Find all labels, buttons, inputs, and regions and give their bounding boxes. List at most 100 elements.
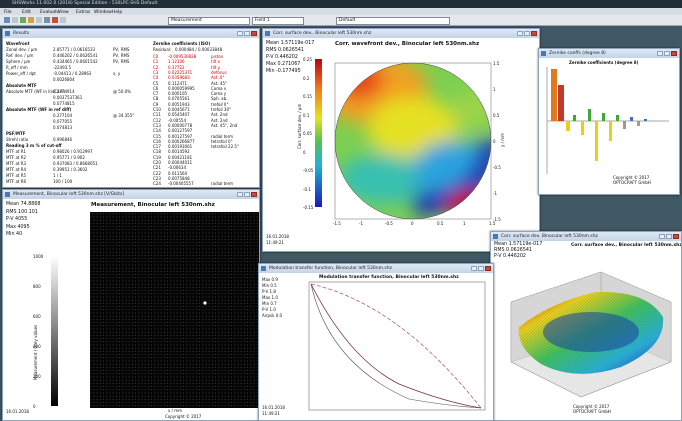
zernike-cell: 0.0705561	[168, 96, 190, 102]
colorbar-tick: 400	[33, 344, 41, 349]
result-cell: -0.04413 / 0.28963	[53, 71, 92, 76]
zernike-cell: 0.00127597	[168, 128, 193, 134]
zernike-cell: C10	[153, 107, 161, 112]
stat-line: Mean 74.8868	[6, 202, 41, 207]
result-cell: R_eff / mm	[6, 65, 28, 70]
colorbar-tick: 600	[33, 314, 41, 319]
result-cell: 0.446202 / 0.0626541	[53, 53, 98, 58]
colorbar	[315, 59, 322, 207]
zernike-cell: trefoil 30°	[211, 107, 232, 112]
stat-line: Mean 1.57119e-017	[494, 242, 543, 247]
result-cell: @ 50.0%	[113, 89, 131, 94]
zernike-cell: Sph. ab.	[211, 96, 228, 102]
menu-item: Evaluate	[40, 10, 60, 15]
setting-dropdown[interactable]: Default	[336, 16, 450, 25]
wavefront-map	[335, 63, 491, 219]
zernike-cell: 0.000266877	[168, 138, 195, 144]
app-title-bar: SHSWorks 11.002.0 (2018) Special Edition…	[0, 0, 682, 8]
zernike-cell: trefoil 0°	[211, 101, 229, 107]
x-tick-label: 1.5	[489, 221, 496, 226]
zernike-cell: Ast. 45°	[211, 80, 228, 86]
measurement-dropdown[interactable]: Measurement	[168, 16, 250, 25]
zernike-cell: 0.011564	[168, 170, 188, 176]
zernike-cell: Ast. 2nd	[211, 112, 228, 118]
mtf-window: Modulation transfer function, Binocular …	[258, 263, 494, 421]
result-cell: 0.074813	[53, 125, 73, 130]
result-cell: MTF at R3	[6, 161, 27, 166]
zernike-cell: 0.0545407	[168, 112, 190, 118]
result-cell: MTF at R5	[6, 173, 27, 178]
app-title: SHSWorks 11.002.0 (2018) Special Edition…	[12, 1, 158, 6]
title-bar: Results	[3, 29, 259, 38]
colorbar-tick: -0.1	[303, 186, 311, 192]
legend-entry: Max 0.9	[262, 277, 278, 282]
zernike-cell: 0.00000778	[168, 122, 193, 128]
zernike-cell: 0.00421181	[168, 154, 193, 160]
zernike-cell: C2	[153, 64, 159, 70]
zernike-cell: C19	[153, 154, 161, 160]
zernike-header: Zernike coefficients (ISO)	[153, 41, 211, 46]
zernike-cell: C17	[153, 144, 161, 150]
x-tick-label: 0.5	[437, 221, 444, 226]
y-tick-label: -1	[493, 191, 497, 196]
legend-entry: Min 0.5	[262, 283, 277, 288]
zernike-cell: radial term	[211, 133, 234, 139]
title-bar: Corr. surface dev. Binocular left 530nm.…	[491, 232, 681, 241]
menu-item: Edit	[22, 10, 31, 15]
results-window: Results Zernike coefficients (ISO) Resid…	[2, 28, 260, 188]
result-cell: 0.996846	[53, 137, 73, 142]
chart-title: Corr. surface dev., Binocular left 530nm…	[571, 243, 682, 248]
zernike-cell: 0.000059995	[168, 85, 195, 91]
field-dropdown[interactable]: Field 1	[252, 16, 304, 25]
legend-entry: P-V 1.8	[262, 289, 276, 294]
legend-entry: Max 1.0	[262, 295, 278, 300]
toolbar: Measurement Field 1 Default	[0, 15, 682, 26]
zernike-bar-plot	[546, 67, 669, 174]
zernike-cell: tetrafoil 0°	[211, 138, 233, 144]
y-axis-label: y / mm	[249, 297, 254, 312]
result-cell: 0.0037537361	[53, 95, 83, 100]
zernike-cell: Coma y	[211, 91, 227, 97]
stat-line: RMS 0.0626541	[494, 248, 532, 253]
legend-entry: Airpsk 0.0	[262, 313, 283, 318]
zernike-cell: -0.009530828	[168, 54, 197, 59]
plot-frame	[334, 62, 492, 220]
result-cell: 0.0026804	[53, 77, 75, 82]
time: 11:49:21	[266, 240, 284, 245]
y-tick-label: 0.5	[493, 113, 500, 118]
result-cell: Sphere / µm	[6, 59, 31, 64]
zernike-cell: 0.37722	[168, 64, 185, 70]
wavefront-plot	[315, 59, 492, 220]
company: OPTOCRAFT GmbH	[613, 180, 651, 185]
result-cell: Strehl ratio	[6, 137, 29, 142]
stat-line: RMS 0.0626541	[266, 48, 304, 53]
result-cell: 2.85771 / 0.0616533	[53, 47, 96, 52]
surface-3d-plot	[510, 271, 672, 398]
result-cell: MTF at R2	[6, 155, 27, 160]
date: 16.01.2018	[6, 409, 29, 414]
result-cell: 0.277104	[53, 113, 73, 118]
zernike-cell: C6	[153, 85, 159, 91]
result-cell: PV, RMS	[113, 53, 130, 58]
zernike-cell: C7	[153, 91, 159, 97]
zernike-cell: Ast. 0°	[211, 75, 225, 81]
y-tick-label: 1	[493, 87, 496, 92]
legend-entry: Min 0.7	[262, 301, 277, 306]
y-tick-label: -0.5	[493, 165, 501, 170]
surface-3d-window: Corr. surface dev. Binocular left 530nm.…	[490, 231, 682, 421]
result-cell: MTF at R1	[6, 149, 27, 154]
colorbar	[51, 256, 58, 406]
menu-item: Help	[112, 10, 123, 15]
zernike-cell: 0.0075848	[168, 175, 190, 181]
stat-line: RMS 100.101	[6, 209, 38, 215]
stat-line: Mean 1.57119e-017	[266, 41, 315, 46]
colorbar-tick: 0.2	[303, 75, 310, 81]
zernike-cell: 0.00044011	[168, 160, 193, 165]
zernike-cell: C0	[153, 54, 159, 59]
zernike-cell: tilt x	[211, 59, 220, 65]
result-cell: MTF at R4	[6, 167, 27, 172]
company: OPTOCRAFT GmbH	[573, 409, 611, 414]
zernike-cell: Coma x	[211, 85, 227, 91]
result-cell: Ref. dev. / µm	[6, 53, 34, 58]
zernike-cell: -0.00554	[168, 117, 186, 123]
